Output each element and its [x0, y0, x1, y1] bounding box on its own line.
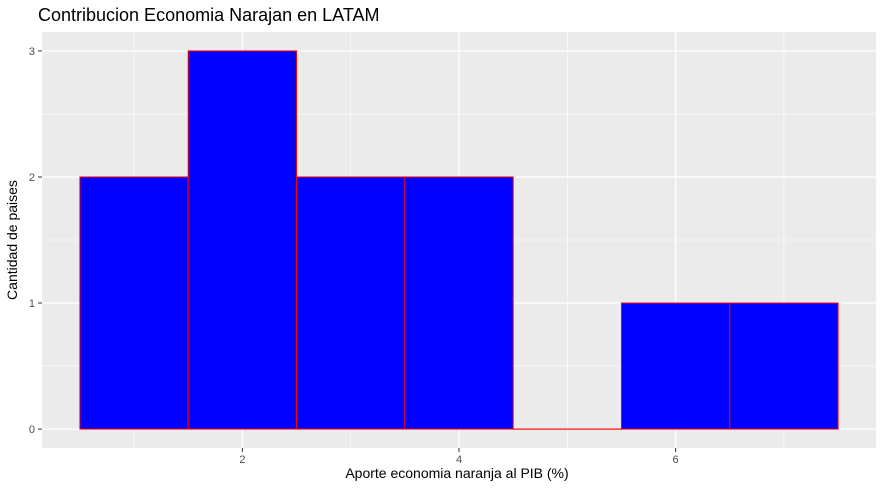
y-tick-label: 0	[29, 424, 35, 436]
x-tick-label: 6	[673, 454, 679, 466]
histogram-bar	[296, 176, 406, 430]
histogram-bar	[79, 176, 189, 430]
histogram-bar	[729, 302, 839, 430]
histogram-bars	[79, 50, 839, 430]
histogram-bar	[620, 302, 731, 430]
x-axis: 2 4 6	[239, 448, 679, 466]
chart-title: Contribucion Economia Narajan en LATAM	[38, 5, 380, 25]
y-axis-title: Cantidad de paises	[4, 180, 20, 300]
y-tick-label: 2	[29, 172, 35, 184]
x-tick-label: 2	[239, 454, 245, 466]
y-axis: 0 1 2 3	[29, 46, 42, 436]
histogram-bar	[404, 176, 514, 430]
y-tick-label: 3	[29, 46, 35, 58]
histogram-bar	[187, 50, 298, 430]
y-tick-label: 1	[29, 298, 35, 310]
x-axis-title: Aporte economia naranja al PIB (%)	[345, 465, 568, 481]
x-tick-label: 4	[456, 454, 462, 466]
